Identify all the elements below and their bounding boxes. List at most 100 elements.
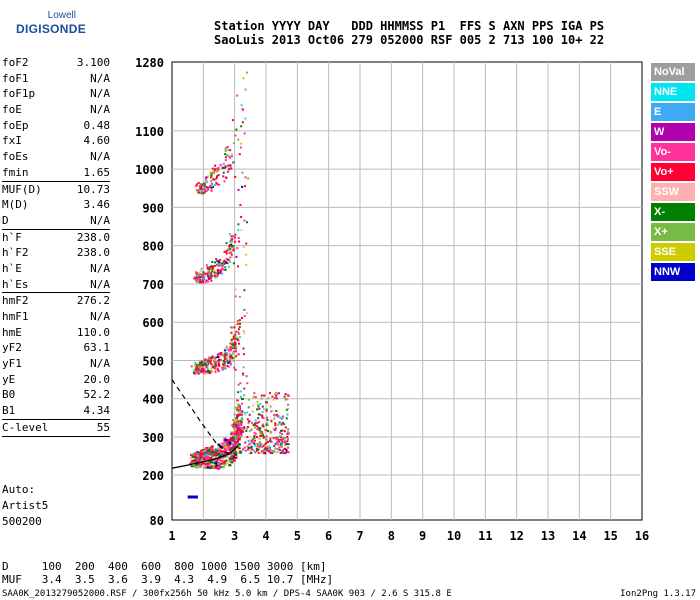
echo-point: [222, 453, 225, 456]
echo-point: [280, 438, 283, 441]
param-row: hmE 110.0: [2, 325, 110, 341]
echo-point: [244, 176, 247, 179]
echo-point: [215, 177, 218, 180]
echo-point: [238, 240, 240, 243]
echo-point: [229, 355, 232, 358]
echo-point: [225, 261, 228, 264]
echo-point: [210, 363, 213, 366]
echo-point: [218, 365, 221, 368]
y-tick-label: 500: [142, 354, 164, 368]
echo-point: [221, 272, 224, 275]
echo-point: [265, 435, 268, 438]
echo-point: [239, 336, 241, 339]
echo-point: [209, 184, 212, 187]
echo-point: [271, 452, 274, 455]
param-label: hmE: [2, 325, 22, 339]
echo-point: [262, 408, 265, 411]
echo-point: [200, 192, 203, 195]
echo-point: [287, 443, 290, 446]
echo-point: [243, 427, 246, 430]
echo-point: [241, 121, 244, 124]
echo-point: [250, 446, 253, 449]
echo-point: [280, 445, 283, 448]
echo-point: [204, 186, 206, 189]
echo-point: [287, 432, 290, 435]
echo-point: [207, 359, 209, 362]
param-label: foF1p: [2, 87, 36, 101]
echo-point: [217, 360, 220, 363]
echo-point: [199, 183, 202, 185]
echo-point: [262, 444, 265, 447]
echo-point: [224, 451, 228, 454]
echo-point: [246, 221, 248, 224]
echo-point: [204, 191, 207, 194]
echo-point: [216, 366, 219, 369]
echo-point: [197, 182, 200, 184]
echo-point: [211, 267, 214, 270]
x-tick-label: 11: [478, 529, 492, 543]
param-label: foF1: [2, 71, 29, 85]
echo-point: [203, 183, 206, 186]
echo-point: [226, 462, 230, 465]
echo-point: [233, 459, 236, 462]
echo-point: [223, 449, 227, 452]
echo-point: [190, 365, 193, 368]
echo-point: [194, 456, 198, 459]
param-row: C-level 55: [2, 420, 110, 436]
param-row: hmF2 276.2: [2, 293, 110, 309]
echo-point: [235, 338, 238, 341]
echo-point: [207, 270, 210, 273]
echo-point: [266, 418, 269, 421]
echo-point: [247, 440, 250, 443]
echo-point: [211, 270, 214, 273]
echo-point: [284, 398, 287, 401]
echo-point: [226, 165, 229, 168]
echo-point: [203, 184, 206, 187]
echo-point: [250, 451, 253, 454]
echo-point: [237, 353, 240, 356]
echo-point: [247, 422, 250, 425]
echo-point: [237, 237, 240, 239]
param-label: h`F2: [2, 246, 29, 260]
echo-point: [234, 442, 238, 445]
echo-point: [274, 424, 277, 427]
echo-point: [215, 364, 218, 367]
param-label: C-level: [2, 420, 49, 434]
echo-point: [231, 433, 235, 436]
echo-point: [213, 169, 216, 172]
echo-point: [278, 421, 281, 424]
echo-point: [201, 452, 205, 455]
echo-point: [219, 445, 223, 448]
echo-point: [217, 458, 221, 461]
echo-point: [203, 278, 206, 281]
echo-point: [214, 462, 218, 465]
echo-point: [238, 423, 242, 426]
echo-point: [277, 439, 279, 442]
autoscaling-info: Auto: Artist5 500200: [2, 482, 48, 530]
echo-point: [227, 258, 230, 261]
echo-point: [199, 186, 202, 189]
auto-label: Auto:: [2, 483, 36, 496]
echo-point: [231, 345, 234, 348]
echo-point: [229, 165, 232, 168]
echo-point: [221, 267, 224, 270]
echo-point: [202, 185, 205, 188]
echo-point: [229, 256, 232, 259]
echo-point: [227, 443, 230, 446]
echo-point: [213, 172, 216, 174]
echo-point: [203, 185, 206, 188]
echo-point: [206, 366, 209, 369]
echo-point: [257, 405, 260, 408]
echo-point: [217, 356, 220, 359]
echo-point: [228, 260, 231, 263]
param-value: N/A: [90, 357, 110, 371]
echo-point: [207, 175, 209, 178]
echo-point: [222, 175, 225, 178]
echo-point: [258, 407, 261, 410]
echo-point: [279, 429, 282, 432]
echo-point: [250, 428, 253, 431]
echo-point: [224, 438, 228, 441]
echo-point: [287, 446, 290, 449]
echo-point: [205, 279, 208, 282]
echo-point: [197, 464, 201, 467]
